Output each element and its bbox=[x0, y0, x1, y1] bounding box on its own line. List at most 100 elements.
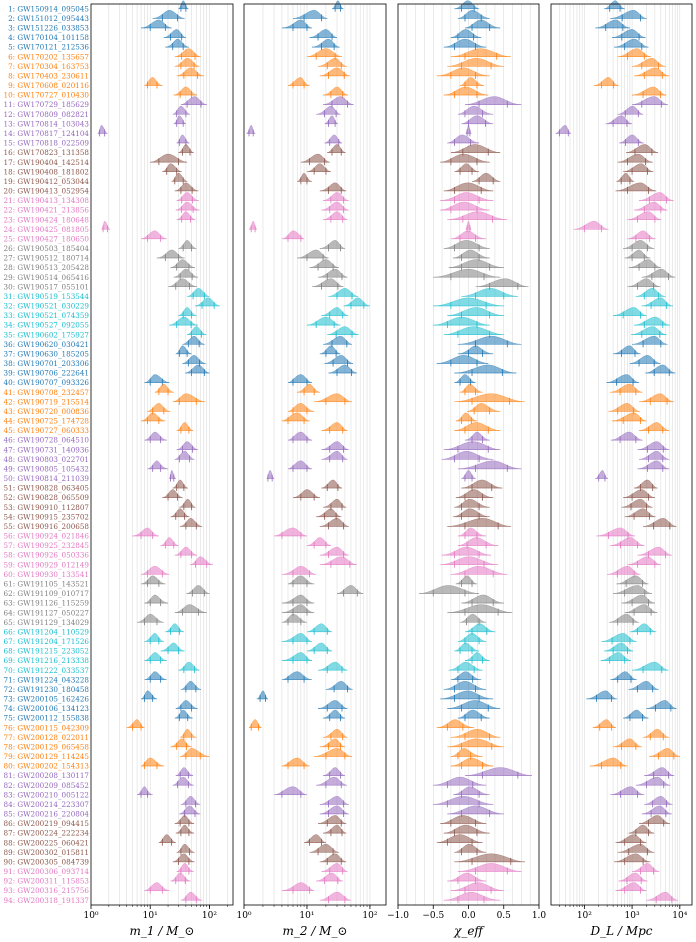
posterior-violin bbox=[176, 422, 194, 431]
posterior-violin bbox=[441, 450, 494, 460]
posterior-violin bbox=[309, 843, 339, 853]
posterior-violin bbox=[336, 585, 364, 594]
posterior-violin bbox=[306, 316, 341, 326]
posterior-violin bbox=[319, 518, 349, 527]
posterior-violin bbox=[306, 537, 331, 546]
posterior-violin bbox=[281, 594, 315, 604]
event-label: 33: GW190521_074359 bbox=[4, 311, 90, 320]
posterior-violin bbox=[626, 144, 659, 153]
event-label: 16: GW170823_131358 bbox=[4, 148, 90, 157]
posterior-violin bbox=[281, 757, 310, 767]
posterior-violin bbox=[601, 633, 637, 642]
event-label: 48: GW190803_022701 bbox=[4, 455, 89, 464]
posterior-violin bbox=[641, 805, 672, 815]
event-label: 22: GW190421_213856 bbox=[4, 206, 90, 215]
posterior-violin bbox=[623, 163, 654, 172]
posterior-violin bbox=[441, 546, 492, 556]
posterior-violin bbox=[274, 786, 307, 795]
posterior-violin bbox=[475, 278, 529, 287]
posterior-violin bbox=[457, 10, 490, 19]
posterior-violin bbox=[461, 479, 503, 489]
posterior-violin bbox=[141, 757, 164, 767]
posterior-violin bbox=[309, 29, 338, 38]
posterior-violin bbox=[454, 642, 480, 652]
event-label: 44: GW190725_174728 bbox=[4, 417, 90, 426]
posterior-violin bbox=[457, 105, 494, 115]
posterior-violin bbox=[180, 796, 201, 805]
event-label: 3: GW151226_033853 bbox=[8, 24, 89, 33]
posterior-violin bbox=[617, 105, 644, 115]
posterior-violin bbox=[447, 700, 501, 709]
posterior-violin bbox=[447, 307, 504, 316]
posterior-violin bbox=[455, 575, 477, 585]
posterior-violin bbox=[467, 403, 501, 412]
posterior-violin bbox=[586, 690, 617, 700]
posterior-violin bbox=[306, 642, 333, 652]
posterior-violin bbox=[639, 815, 670, 824]
posterior-violin bbox=[319, 738, 345, 747]
posterior-violin bbox=[178, 307, 197, 316]
panel-frame bbox=[90, 3, 234, 906]
posterior-violin bbox=[592, 719, 617, 728]
posterior-violin bbox=[632, 863, 660, 872]
posterior-violin bbox=[187, 288, 210, 297]
event-label: 41: GW190708_232457 bbox=[4, 388, 90, 397]
event-label: 87: GW200224_222234 bbox=[4, 829, 90, 838]
posterior-violin bbox=[624, 604, 658, 613]
posterior-violin bbox=[287, 374, 312, 383]
panel-frame bbox=[243, 3, 387, 906]
posterior-violin bbox=[287, 575, 315, 585]
posterior-violin bbox=[150, 153, 188, 163]
posterior-violin bbox=[447, 211, 508, 220]
posterior-violin bbox=[172, 776, 194, 786]
posterior-violin bbox=[454, 853, 525, 863]
posterior-violin bbox=[464, 652, 490, 661]
posterior-violin bbox=[457, 527, 487, 537]
posterior-violin bbox=[144, 431, 167, 441]
posterior-violin bbox=[464, 623, 496, 632]
event-label: 62: GW191109_010717 bbox=[4, 589, 90, 598]
posterior-violin bbox=[440, 815, 487, 824]
posterior-violin bbox=[304, 834, 326, 843]
posterior-violin bbox=[318, 268, 348, 278]
posterior-violin bbox=[616, 173, 635, 182]
posterior-violin bbox=[101, 220, 111, 230]
posterior-violin bbox=[450, 882, 504, 891]
event-label: 28: GW190513_205428 bbox=[4, 263, 90, 272]
event-label: 29: GW190514_065416 bbox=[4, 273, 90, 282]
event-label: 59: GW190929_012149 bbox=[4, 560, 90, 569]
event-label: 7: GW170304_163753 bbox=[8, 62, 89, 71]
event-label: 91: GW200306_093714 bbox=[4, 867, 90, 876]
posterior-violin bbox=[615, 182, 657, 192]
posterior-violin bbox=[639, 393, 674, 402]
posterior-violin bbox=[433, 268, 501, 278]
event-label: 53: GW190910_112807 bbox=[4, 503, 90, 512]
posterior-violin bbox=[318, 815, 347, 824]
posterior-violin bbox=[173, 115, 186, 124]
posterior-violin bbox=[447, 134, 480, 144]
posterior-violin bbox=[281, 604, 315, 613]
event-label: 5: GW170121_212536 bbox=[8, 43, 89, 52]
posterior-violin bbox=[141, 230, 167, 239]
posterior-violin bbox=[443, 86, 489, 96]
event-label: 49: GW190805_105432 bbox=[4, 464, 89, 473]
posterior-violin bbox=[454, 498, 490, 508]
posterior-violin bbox=[443, 681, 487, 690]
posterior-violin bbox=[450, 230, 487, 239]
event-label: 89: GW200302_015811 bbox=[4, 848, 89, 857]
event-label: 85: GW200216_220804 bbox=[4, 810, 90, 819]
posterior-violin bbox=[627, 230, 656, 239]
posterior-violin bbox=[634, 316, 670, 326]
posterior-violin bbox=[627, 211, 662, 220]
event-label: 18: GW190408_181802 bbox=[4, 167, 89, 176]
posterior-violin bbox=[321, 863, 348, 872]
event-label: 47: GW190731_140936 bbox=[4, 445, 90, 454]
posterior-violin bbox=[632, 58, 666, 67]
posterior-violin bbox=[174, 546, 198, 556]
posterior-violin bbox=[126, 719, 145, 728]
posterior-violin bbox=[321, 441, 349, 450]
posterior-violin bbox=[443, 326, 504, 335]
posterior-violin bbox=[457, 633, 487, 642]
posterior-violin bbox=[287, 77, 310, 86]
